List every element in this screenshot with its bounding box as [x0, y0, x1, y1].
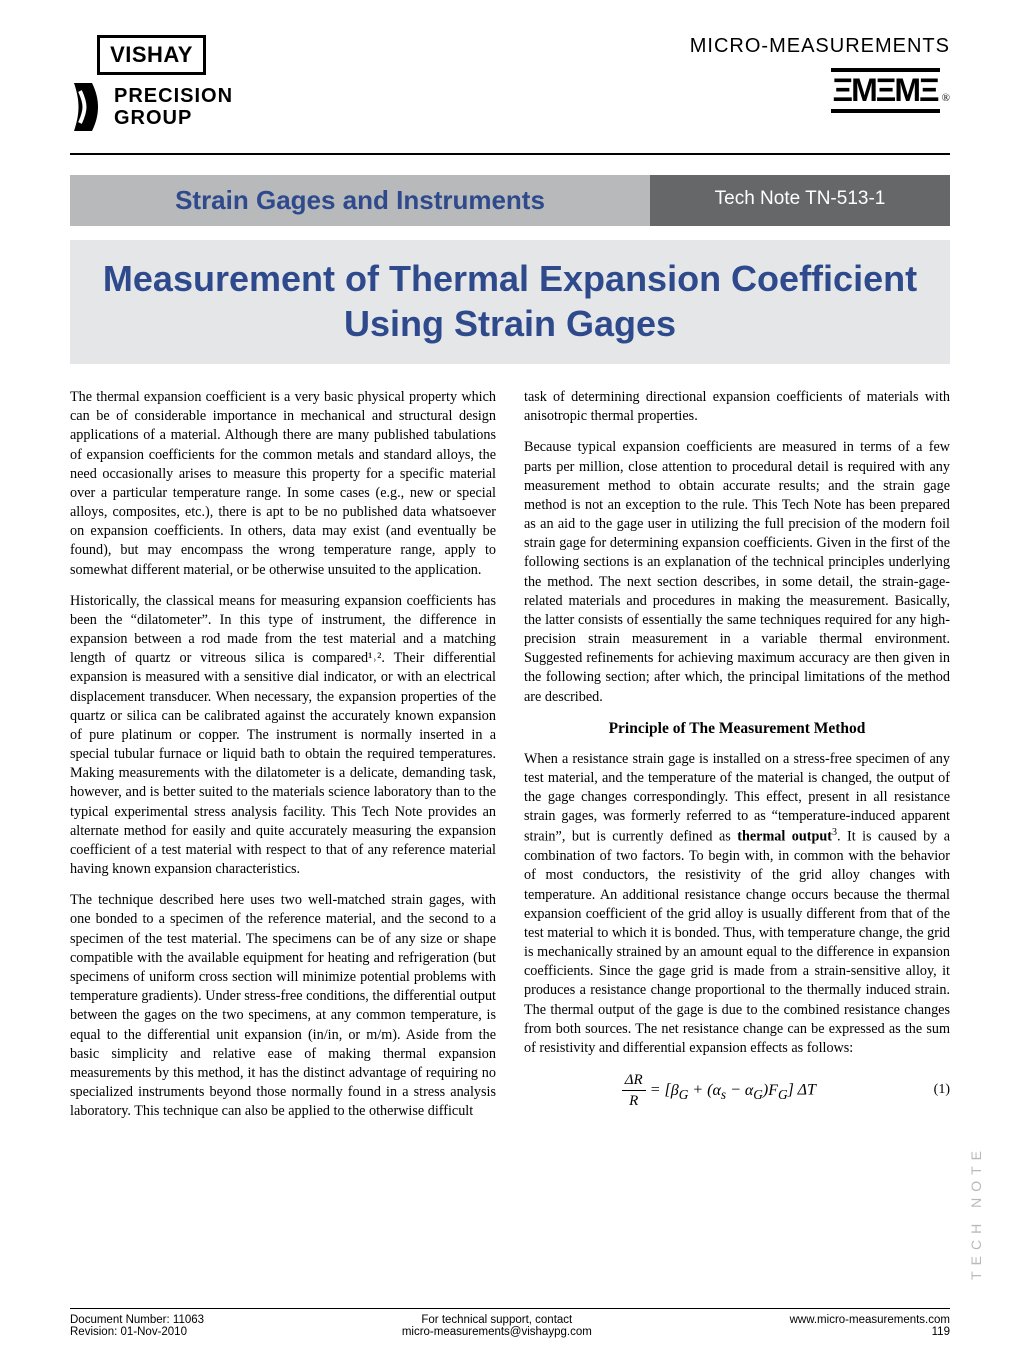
registered-mark-icon: ® — [942, 92, 950, 104]
footer-revision: Revision: 01-Nov-2010 — [70, 1326, 204, 1338]
paragraph-3: The technique described here uses two we… — [70, 891, 496, 1121]
equation-1-fraction: ΔR R — [622, 1070, 646, 1112]
micro-measurements-label: MICRO-MEASUREMENTS — [690, 35, 950, 58]
vishay-logo-block: VISHAY PRECISION GROUP — [70, 35, 233, 135]
document-title: Measurement of Thermal Expansion Coeffic… — [70, 240, 950, 364]
meme-wordmark: ΞMΞMΞ — [831, 68, 940, 113]
body-content: The thermal expansion coefficient is a v… — [70, 388, 950, 1127]
side-label-tech-note: TECH NOTE — [968, 1145, 984, 1280]
vpg-swoosh-icon — [70, 79, 108, 135]
page-footer: Document Number: 11063 Revision: 01-Nov-… — [70, 1308, 950, 1338]
precision-group-logo: PRECISION GROUP — [70, 79, 233, 135]
thermal-output-bold: thermal output — [737, 829, 832, 845]
paragraph-6: When a resistance strain gage is install… — [524, 750, 950, 1058]
equation-1-number: (1) — [934, 1081, 950, 1100]
footer-doc-number: Document Number: 11063 — [70, 1314, 204, 1326]
footer-right: www.micro-measurements.com 119 — [790, 1314, 950, 1338]
footer-support-email: micro-measurements@vishaypg.com — [402, 1326, 592, 1338]
tech-note-number: Tech Note TN-513-1 — [650, 175, 950, 226]
header-divider — [70, 153, 950, 155]
page-header: VISHAY PRECISION GROUP MICRO-MEASUREMENT… — [0, 0, 1020, 145]
paragraph-4: task of determining directional expansio… — [524, 388, 950, 426]
paragraph-1: The thermal expansion coefficient is a v… — [70, 388, 496, 580]
header-right-block: MICRO-MEASUREMENTS ΞMΞMΞ ® — [690, 35, 950, 113]
equation-1-body: ΔR R = [βG + (αs − αG)FG] ΔT — [524, 1070, 914, 1112]
footer-left: Document Number: 11063 Revision: 01-Nov-… — [70, 1314, 204, 1338]
precision-group-text: PRECISION GROUP — [114, 85, 233, 129]
footer-url: www.micro-measurements.com — [790, 1314, 950, 1326]
p6-part-b: . It is caused by a combination of two f… — [524, 829, 950, 1056]
section-heading-principle: Principle of The Measurement Method — [524, 719, 950, 740]
footer-support-label: For technical support, contact — [402, 1314, 592, 1326]
paragraph-5: Because typical expansion coefficients a… — [524, 438, 950, 706]
title-bar-subject: Strain Gages and Instruments — [70, 175, 650, 226]
equation-1: ΔR R = [βG + (αs − αG)FG] ΔT (1) — [524, 1070, 950, 1112]
vishay-wordmark: VISHAY — [97, 35, 206, 75]
equation-1-rhs: = [βG + (αs − αG)FG] ΔT — [650, 1082, 816, 1099]
equation-1-denominator: R — [626, 1091, 641, 1111]
meme-logo: ΞMΞMΞ ® — [831, 68, 950, 113]
title-bar: Strain Gages and Instruments Tech Note T… — [70, 175, 950, 226]
precision-word: PRECISION — [114, 85, 233, 107]
footer-center: For technical support, contact micro-mea… — [402, 1314, 592, 1338]
group-word: GROUP — [114, 107, 233, 129]
equation-1-numerator: ΔR — [622, 1070, 646, 1091]
paragraph-2: Historically, the classical means for me… — [70, 592, 496, 880]
footer-page-number: 119 — [790, 1326, 950, 1338]
